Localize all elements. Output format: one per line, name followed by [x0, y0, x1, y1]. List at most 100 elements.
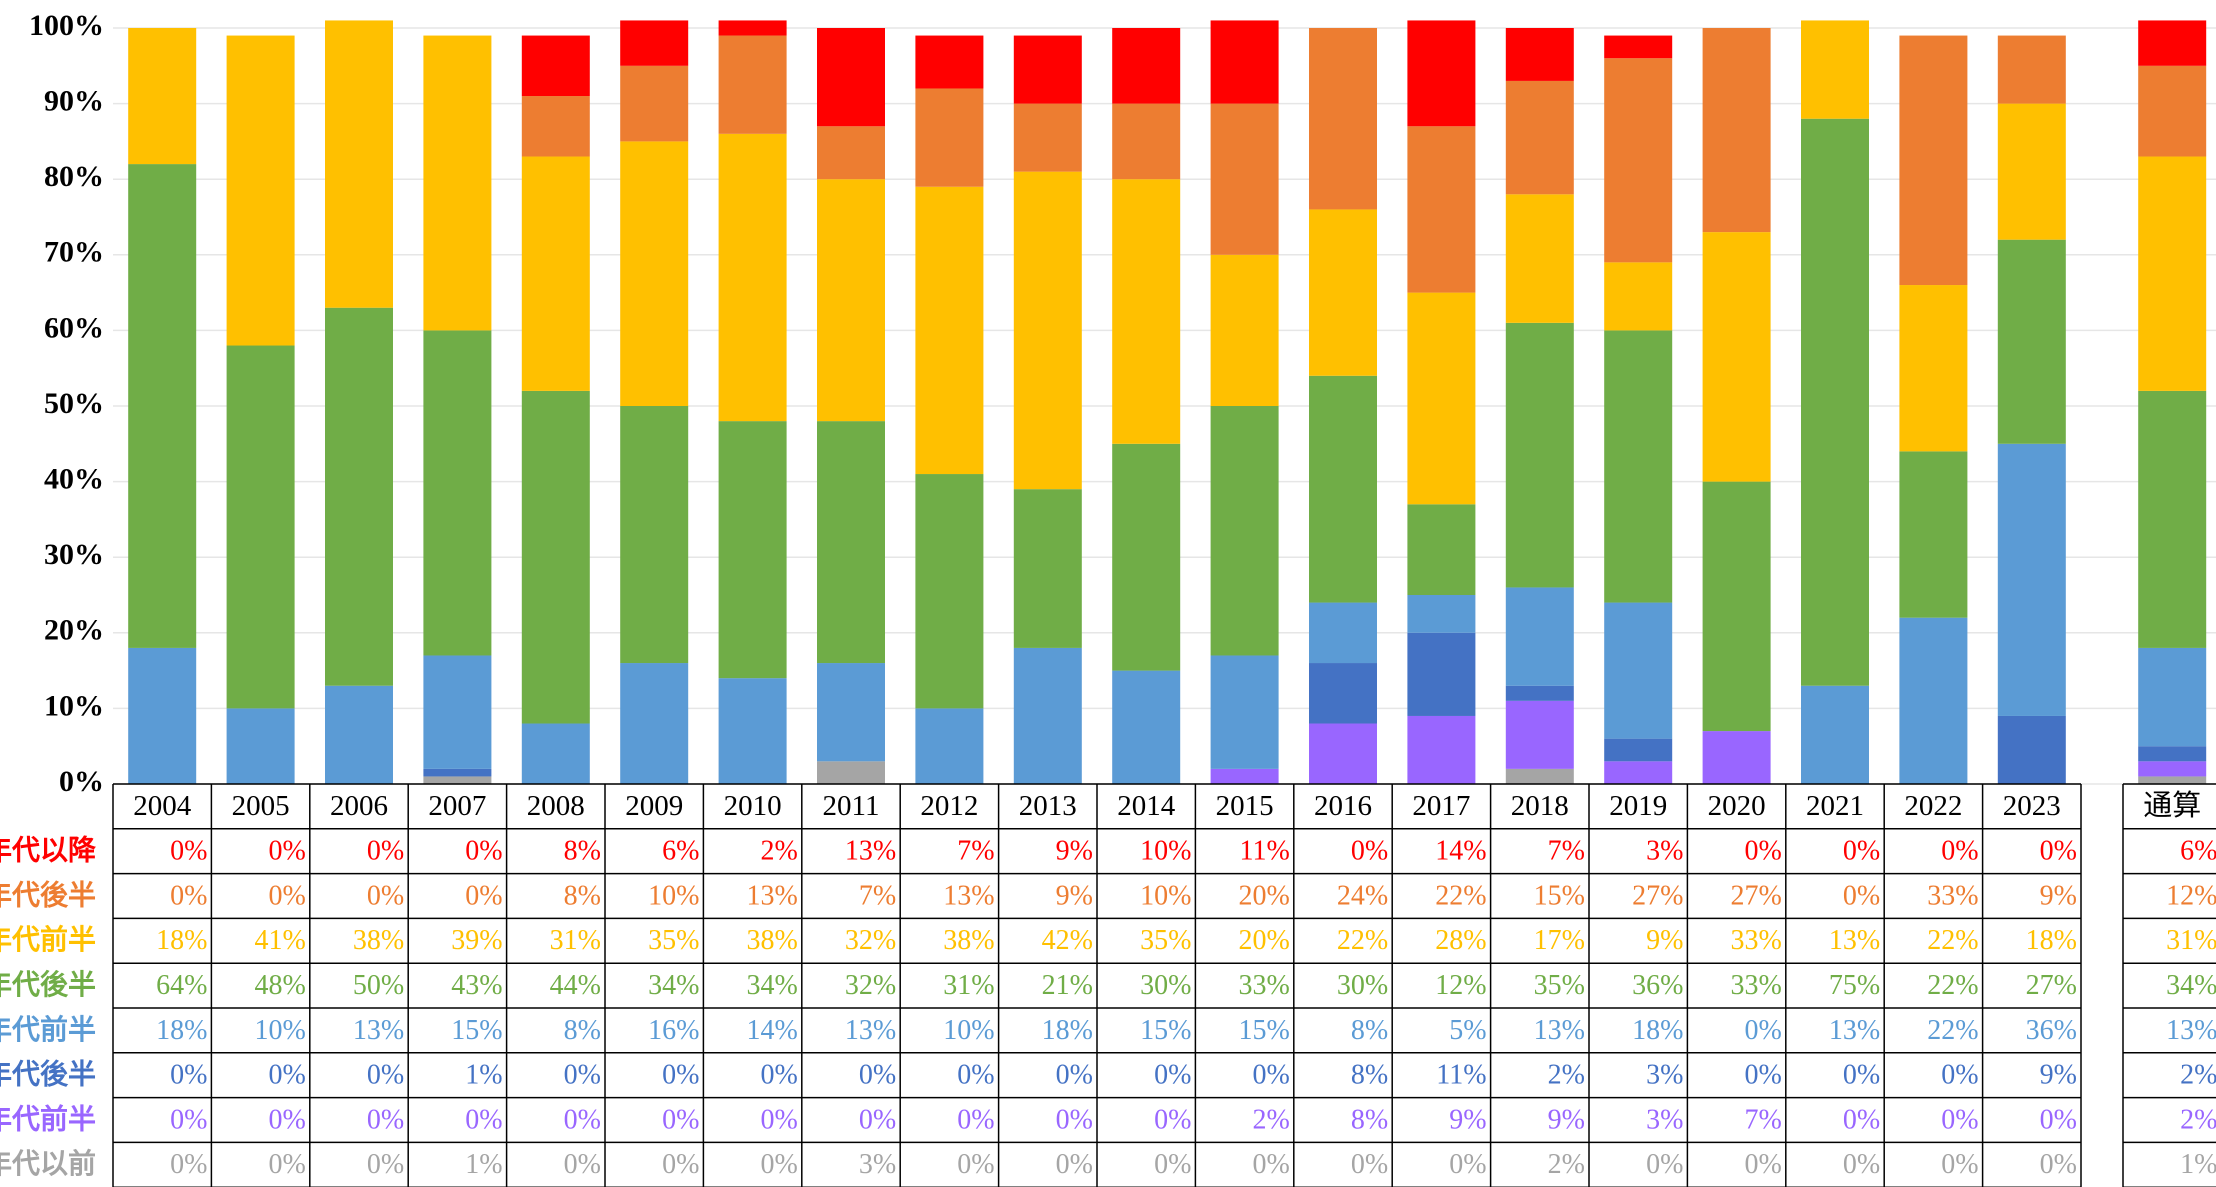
bar-segment — [1899, 35, 1968, 286]
bar-segment — [1112, 179, 1181, 444]
table-cell: 0% — [170, 836, 207, 867]
bar-segment — [620, 141, 689, 406]
table-cell: 48% — [254, 970, 305, 1001]
x-tick-label: 2016 — [1314, 790, 1372, 822]
x-tick-label: 通算 — [2143, 789, 2201, 822]
table-cell: 0% — [564, 1104, 601, 1135]
table-cell: 38% — [943, 925, 994, 956]
bar-segment — [1505, 194, 1574, 323]
bar-segment — [1505, 322, 1574, 588]
table-cell: 10% — [254, 1015, 305, 1046]
table-cell: 0% — [1941, 836, 1978, 867]
x-tick-label: 2011 — [823, 790, 880, 822]
bar-segment — [817, 421, 885, 664]
x-tick-label: 2014 — [1117, 790, 1176, 822]
bar-segment — [817, 663, 885, 762]
bar-segment — [521, 156, 590, 391]
table-cell: 1% — [465, 1149, 502, 1180]
table-cell: 0% — [367, 1149, 404, 1180]
x-tick-label: 2012 — [920, 790, 978, 822]
table-cell: 0% — [760, 1060, 797, 1091]
table-cell: 43% — [451, 970, 502, 1001]
table-cell: 6% — [662, 836, 699, 867]
bar-segment — [1407, 126, 1476, 293]
bar-segment — [521, 96, 590, 157]
table-cell: 7% — [957, 836, 994, 867]
bar-segment — [1801, 20, 1869, 119]
bar-segment — [325, 20, 393, 308]
bar-segment — [1309, 209, 1377, 376]
bar-segment — [718, 35, 787, 134]
table-cell: 0% — [1843, 1104, 1880, 1135]
table-cell: 7% — [859, 880, 896, 911]
x-tick-label: 2018 — [1511, 790, 1569, 822]
table-cell: 9% — [2040, 880, 2077, 911]
x-tick-label: 2021 — [1806, 790, 1864, 822]
x-tick-label: 2006 — [330, 790, 388, 822]
bar-segment — [226, 345, 295, 709]
table-cell: 12% — [1435, 970, 1486, 1001]
bar-segment — [1604, 761, 1673, 784]
bar-segment — [1604, 58, 1673, 263]
legend-row-label: 年代前半 — [0, 923, 96, 956]
y-tick-label: 100% — [29, 9, 104, 42]
bar-segment — [1309, 723, 1377, 784]
bar-segment — [718, 678, 787, 784]
table-cell: 18% — [1042, 1015, 1093, 1046]
table-cell: 0% — [662, 1104, 699, 1135]
table-cell: 0% — [367, 836, 404, 867]
table-cell: 0% — [1154, 1104, 1191, 1135]
table-cell: 22% — [1435, 880, 1486, 911]
table-cell: 0% — [1154, 1149, 1191, 1180]
table-cell: 8% — [1351, 1015, 1388, 1046]
bar-segment — [1309, 375, 1377, 603]
y-tick-label: 30% — [44, 538, 104, 571]
table-cell: 10% — [648, 880, 699, 911]
bar-segment — [1997, 103, 2066, 240]
table-cell: 0% — [268, 836, 305, 867]
bar-segment — [817, 126, 885, 180]
bar-segment — [1407, 504, 1476, 595]
table-cell: 0% — [465, 836, 502, 867]
bar-segment — [423, 330, 492, 656]
bar-segment — [325, 685, 393, 784]
y-tick-label: 50% — [44, 387, 104, 420]
table-cell: 18% — [1632, 1015, 1683, 1046]
table-cell: 31% — [943, 970, 994, 1001]
bar-segment — [2138, 776, 2207, 784]
table-cell: 28% — [1435, 925, 1486, 956]
bar-segment — [915, 186, 984, 475]
table-cell: 20% — [1238, 880, 1289, 911]
table-cell: 0% — [465, 1104, 502, 1135]
bar-segment — [915, 88, 984, 187]
table-cell: 41% — [254, 925, 305, 956]
bar-segment — [1505, 587, 1574, 686]
table-cell: 0% — [1252, 1060, 1289, 1091]
bar-segment — [620, 20, 689, 66]
x-tick-label: 2007 — [428, 790, 486, 822]
x-tick-label: 2020 — [1708, 790, 1766, 822]
bar-segment — [915, 35, 984, 89]
bar-segment — [1309, 663, 1377, 724]
bar-segment — [1505, 80, 1574, 195]
table-cell: 0% — [465, 880, 502, 911]
table-cell: 6% — [2180, 836, 2216, 867]
bar-segment — [1210, 768, 1279, 784]
legend-row-label: 年代以前 — [0, 1147, 96, 1180]
table-cell: 0% — [1744, 836, 1781, 867]
table-cell: 64% — [156, 970, 207, 1001]
x-tick-label: 2009 — [625, 790, 683, 822]
table-cell: 8% — [564, 836, 601, 867]
bar-segment — [817, 179, 885, 422]
x-tick-label: 2004 — [133, 790, 192, 822]
table-cell: 36% — [1632, 970, 1683, 1001]
table-cell: 0% — [1843, 880, 1880, 911]
table-cell: 0% — [859, 1060, 896, 1091]
table-cell: 18% — [156, 1015, 207, 1046]
y-tick-label: 20% — [44, 614, 104, 647]
legend-row-label: 年代前半 — [0, 1102, 96, 1135]
table-cell: 27% — [1730, 880, 1781, 911]
table-cell: 8% — [1351, 1104, 1388, 1135]
table-cell: 16% — [648, 1015, 699, 1046]
bar-segment — [1407, 595, 1476, 633]
